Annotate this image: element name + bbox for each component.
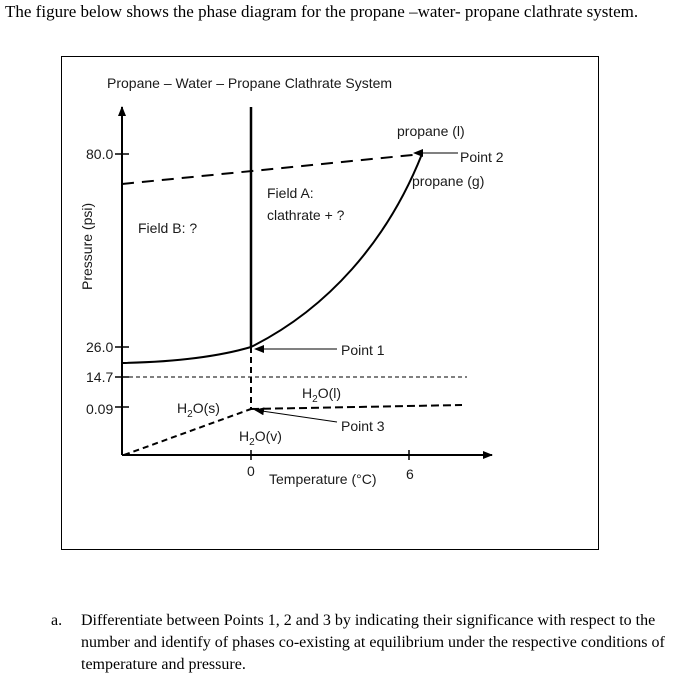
intro-text: The figure below shows the phase diagram… [5, 2, 639, 21]
x-tick-label-0: 0 [247, 463, 255, 479]
label-field-a-line2: clathrate + ? [267, 207, 345, 223]
vapor-dashed-line [250, 404, 463, 410]
label-field-a-line1: Field A: [267, 185, 314, 201]
clathrate-curve [250, 153, 423, 348]
phase-diagram: Propane – Water – Propane Clathrate Syst… [79, 75, 504, 487]
y-axis-label: Pressure (psi) [79, 203, 95, 290]
y-tick-label-80: 80.0 [86, 146, 113, 162]
question-marker: a. [51, 612, 63, 629]
figure-frame: Propane – Water – Propane Clathrate Syst… [61, 56, 599, 550]
label-h2o-vapor: H2O(v) [239, 428, 282, 448]
label-field-b: Field B: ? [138, 220, 197, 236]
label-point1: Point 1 [341, 342, 385, 358]
label-point2: Point 2 [460, 149, 504, 165]
label-h2o-solid: H2O(s) [177, 400, 220, 420]
label-propane-l: propane (l) [397, 123, 465, 139]
y-tick-label-26: 26.0 [86, 339, 113, 355]
question-text: Differentiate between Points 1, 2 and 3 … [81, 612, 665, 673]
sublimation-dashed-line [123, 408, 252, 456]
propane-boundary-line [121, 153, 423, 185]
field-b-boundary-curve [121, 346, 252, 364]
arrow-point3 [254, 407, 338, 423]
label-point3: Point 3 [341, 418, 385, 434]
diagram-title: Propane – Water – Propane Clathrate Syst… [107, 75, 392, 91]
label-propane-g: propane (g) [412, 173, 484, 189]
x-axis-label: Temperature (°C) [269, 471, 377, 487]
y-tick-label-009: 0.09 [86, 401, 113, 417]
y-tick-label-14: 14.7 [86, 369, 113, 385]
x-tick-label-6: 6 [406, 466, 414, 482]
label-h2o-liquid: H2O(l) [302, 385, 341, 405]
